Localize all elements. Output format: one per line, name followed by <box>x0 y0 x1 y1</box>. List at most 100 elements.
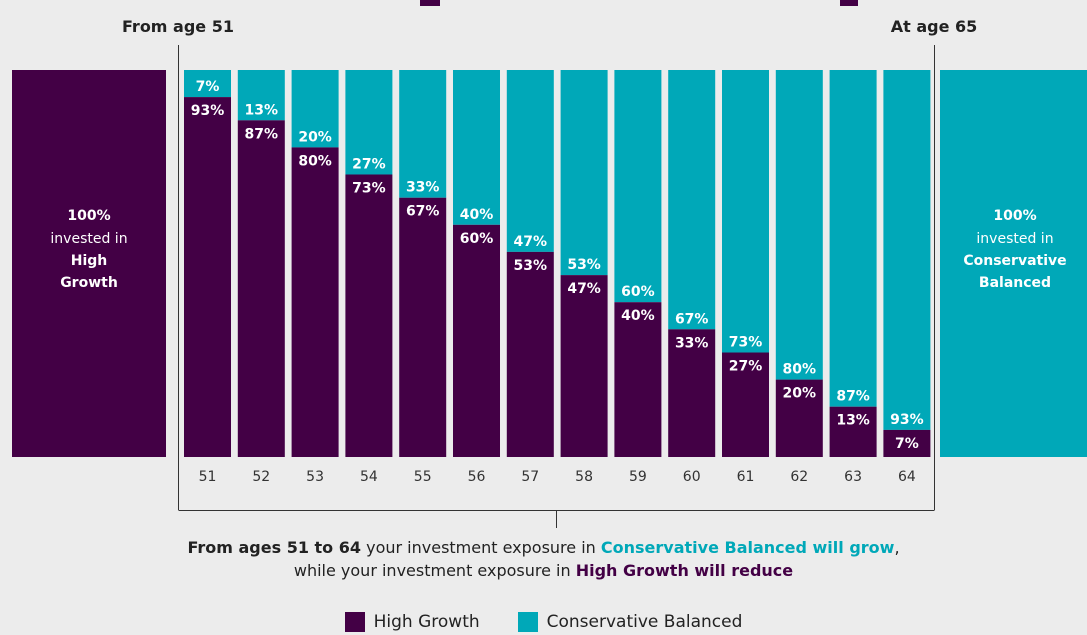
bar-conservative-57 <box>506 70 554 252</box>
legend: High Growth Conservative Balanced <box>0 612 1087 632</box>
x-tick-label-60: 60 <box>683 469 701 485</box>
caption-line-1: From ages 51 to 64 your investment expos… <box>0 536 1087 559</box>
caption-while: while your investment exposure in <box>293 561 576 580</box>
label-high-growth-52: 87% <box>245 126 279 142</box>
bar-conservative-64 <box>883 70 931 430</box>
label-conservative-59: 60% <box>621 284 655 300</box>
caption-mid: your investment exposure in <box>361 538 601 557</box>
bar-high-growth-58 <box>560 275 608 457</box>
bar-conservative-62 <box>775 70 823 380</box>
legend-swatch-high-growth <box>344 612 365 632</box>
bar-high-growth-51 <box>184 97 231 457</box>
label-high-growth-54: 73% <box>352 180 386 196</box>
label-conservative-61: 73% <box>729 335 763 351</box>
x-tick-label-53: 53 <box>306 469 324 485</box>
label-high-growth-57: 53% <box>514 258 548 274</box>
label-conservative-51: 7% <box>196 79 220 95</box>
from-age-label: From age 51 <box>122 17 234 36</box>
label-high-growth-64: 7% <box>895 436 919 452</box>
legend-label-conservative: Conservative Balanced <box>546 612 743 632</box>
label-conservative-58: 53% <box>567 257 601 273</box>
bar-conservative-51 <box>184 70 231 98</box>
label-conservative-64: 93% <box>890 412 924 428</box>
label-high-growth-60: 33% <box>675 335 709 351</box>
x-tick-label-57: 57 <box>521 469 539 485</box>
right-panel-line2: Conservative <box>963 253 1066 269</box>
left-panel-pct: 100% <box>67 208 110 224</box>
label-high-growth-53: 80% <box>298 153 332 169</box>
bar-conservative-61 <box>722 70 769 353</box>
label-conservative-62: 80% <box>783 362 817 378</box>
label-high-growth-61: 27% <box>729 359 763 375</box>
x-tick-label-58: 58 <box>575 469 593 485</box>
bar-conservative-53 <box>291 70 339 148</box>
caption-conservative: Conservative Balanced will grow <box>600 538 895 557</box>
x-tick-label-63: 63 <box>844 469 862 485</box>
bar-high-growth-64 <box>883 429 931 457</box>
label-high-growth-58: 47% <box>567 281 601 297</box>
label-high-growth-62: 20% <box>783 386 817 402</box>
x-tick-label-59: 59 <box>629 469 647 485</box>
label-high-growth-63: 13% <box>836 413 870 429</box>
bar-conservative-59 <box>614 70 662 303</box>
bar-conservative-52 <box>237 70 285 121</box>
caption-high-growth: High Growth will reduce <box>575 561 794 580</box>
x-tick-label-61: 61 <box>737 469 755 485</box>
bar-conservative-58 <box>560 70 608 276</box>
bar-high-growth-56 <box>453 224 500 457</box>
bar-high-growth-62 <box>775 379 823 457</box>
bar-conservative-55 <box>399 70 447 198</box>
label-high-growth-59: 40% <box>621 308 655 324</box>
caption-comma: , <box>894 538 900 557</box>
x-tick-label-52: 52 <box>252 469 270 485</box>
label-high-growth-51: 93% <box>191 103 225 119</box>
caption-ages: From ages 51 to 64 <box>187 538 362 557</box>
label-conservative-53: 20% <box>298 129 332 145</box>
right-panel-conservative <box>940 70 1087 457</box>
left-panel-line3: Growth <box>60 275 118 291</box>
x-tick-label-54: 54 <box>360 469 378 485</box>
top-crop-mark-right <box>840 0 858 6</box>
legend-item-high-growth: High Growth <box>344 612 480 632</box>
caption-line-2: while your investment exposure in High G… <box>0 559 1087 582</box>
stacked-bars: 7% 93% 51 13% 87% 52 20% 80% 53 27% 73% 54 33% 67% 55 4… <box>184 70 931 485</box>
left-panel-line2: High <box>71 253 108 269</box>
label-high-growth-55: 67% <box>406 204 440 220</box>
right-panel-pct: 100% <box>993 208 1036 224</box>
legend-swatch-conservative <box>517 612 538 632</box>
bar-high-growth-54 <box>345 174 393 458</box>
bar-high-growth-55 <box>399 197 447 457</box>
bar-high-growth-53 <box>291 147 339 457</box>
left-panel-line1: invested in <box>50 231 127 247</box>
bar-conservative-63 <box>829 70 877 407</box>
top-crop-mark-left <box>420 0 440 6</box>
label-conservative-60: 67% <box>675 311 709 327</box>
right-panel-line3: Balanced <box>979 275 1051 291</box>
left-panel-high-growth <box>12 70 166 457</box>
right-panel-line1: invested in <box>976 231 1053 247</box>
x-tick-label-64: 64 <box>898 469 916 485</box>
label-conservative-57: 47% <box>514 234 548 250</box>
label-conservative-63: 87% <box>836 389 870 405</box>
label-conservative-55: 33% <box>406 180 440 196</box>
bar-high-growth-61 <box>722 352 769 457</box>
label-conservative-54: 27% <box>352 156 386 172</box>
bar-high-growth-57 <box>506 251 554 457</box>
x-tick-label-56: 56 <box>468 469 486 485</box>
bar-high-growth-63 <box>829 406 877 457</box>
x-tick-label-62: 62 <box>790 469 808 485</box>
x-tick-label-51: 51 <box>199 469 217 485</box>
legend-label-high-growth: High Growth <box>373 612 480 632</box>
bar-conservative-60 <box>668 70 716 330</box>
label-conservative-52: 13% <box>245 102 279 118</box>
at-age-label: At age 65 <box>891 17 978 36</box>
bar-high-growth-59 <box>614 302 662 457</box>
label-high-growth-56: 60% <box>460 231 494 247</box>
bar-high-growth-60 <box>668 329 716 457</box>
x-tick-label-55: 55 <box>414 469 432 485</box>
bar-conservative-54 <box>345 70 393 175</box>
bar-high-growth-52 <box>237 120 285 457</box>
bar-conservative-56 <box>453 70 500 225</box>
